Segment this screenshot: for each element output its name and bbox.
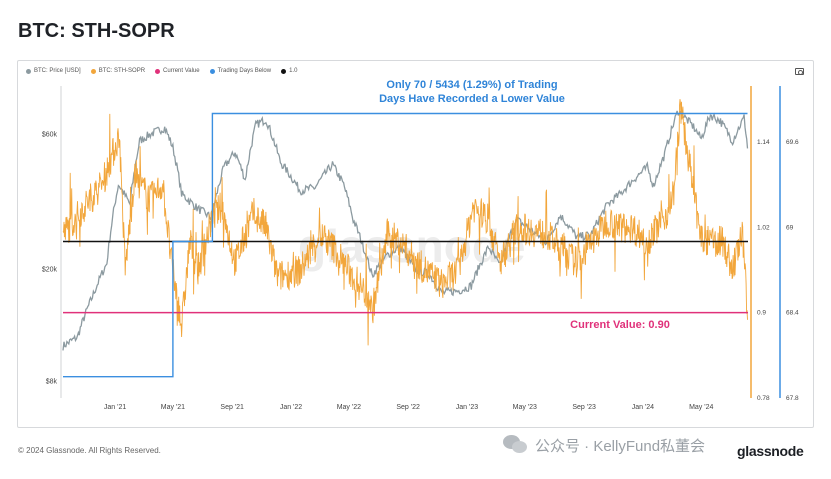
wechat-icon — [503, 434, 529, 456]
legend-dot-sopr — [90, 68, 96, 74]
x-tick-label: Sep '22 — [396, 404, 420, 411]
sopr-tick-label: 1.02 — [757, 224, 770, 231]
legend-item-current-value[interactable]: Current Value — [155, 68, 200, 74]
x-tick-label: May '21 — [161, 404, 185, 411]
x-tick-label: May '22 — [337, 404, 361, 411]
x-tick-label: Jan '21 — [104, 404, 126, 411]
legend-dot-trading-days — [209, 68, 215, 74]
legend-label-current-value: Current Value — [163, 68, 200, 74]
x-tick-label: Sep '23 — [572, 404, 596, 411]
headline-annotation-line2: Days Have Recorded a Lower Value — [379, 93, 565, 105]
legend-label-sopr: BTC: STH-SOPR — [98, 68, 146, 74]
price-tick-label: $8k — [46, 379, 58, 386]
legend-dot-price — [26, 68, 31, 74]
price-tick-label: $60k — [42, 132, 58, 139]
sopr-tick-label: 0.78 — [757, 395, 770, 402]
trading-days-tick-label: 67.8 — [786, 395, 799, 402]
sopr-tick-label: 0.9 — [757, 310, 766, 317]
legend-item-sopr[interactable]: BTC: STH-SOPR — [90, 68, 146, 74]
wechat-watermark: 公众号 · KellyFund私董会 — [503, 434, 705, 456]
trading-days-tick-label: 69.6 — [786, 139, 799, 146]
legend-item-one[interactable]: 1.0 — [281, 68, 297, 74]
trading-days-tick-label: 68.4 — [786, 310, 799, 317]
price-line — [62, 110, 749, 351]
legend-item-price[interactable]: BTC: Price [USD] — [26, 68, 81, 74]
legend-label-price: BTC: Price [USD] — [34, 68, 81, 74]
legend-label-trading-days: Trading Days Below — [217, 68, 272, 74]
chart-legend: BTC: Price [USD] BTC: STH-SOPR Current V… — [26, 68, 297, 74]
x-tick-label: May '23 — [513, 404, 537, 411]
sopr-tick-label: 1.14 — [757, 139, 770, 146]
x-tick-label: Jan '22 — [280, 404, 302, 411]
sopr-line — [62, 99, 748, 346]
x-tick-label: May '24 — [689, 404, 713, 411]
legend-dot-current-value — [155, 68, 161, 74]
x-tick-label: Jan '24 — [632, 404, 654, 411]
trading-days-line — [63, 112, 748, 378]
price-tick-label: $20k — [42, 266, 58, 273]
legend-dot-one — [281, 68, 287, 74]
trading-days-tick-label: 69 — [786, 224, 794, 231]
wechat-text: 公众号 · KellyFund私董会 — [535, 437, 706, 455]
legend-label-one: 1.0 — [289, 68, 298, 74]
page-title: BTC: STH-SOPR — [18, 20, 175, 42]
headline-annotation-line1: Only 70 / 5434 (1.29%) of Trading — [386, 79, 557, 91]
copyright: © 2024 Glassnode. All Rights Reserved. — [18, 446, 161, 455]
legend-item-trading-days[interactable]: Trading Days Below — [209, 68, 272, 74]
camera-icon[interactable] — [795, 68, 804, 75]
current-value-annotation: Current Value: 0.90 — [570, 319, 670, 331]
x-tick-label: Jan '23 — [456, 404, 478, 411]
glassnode-logo: glassnode — [737, 443, 804, 459]
x-tick-label: Sep '21 — [220, 404, 244, 411]
